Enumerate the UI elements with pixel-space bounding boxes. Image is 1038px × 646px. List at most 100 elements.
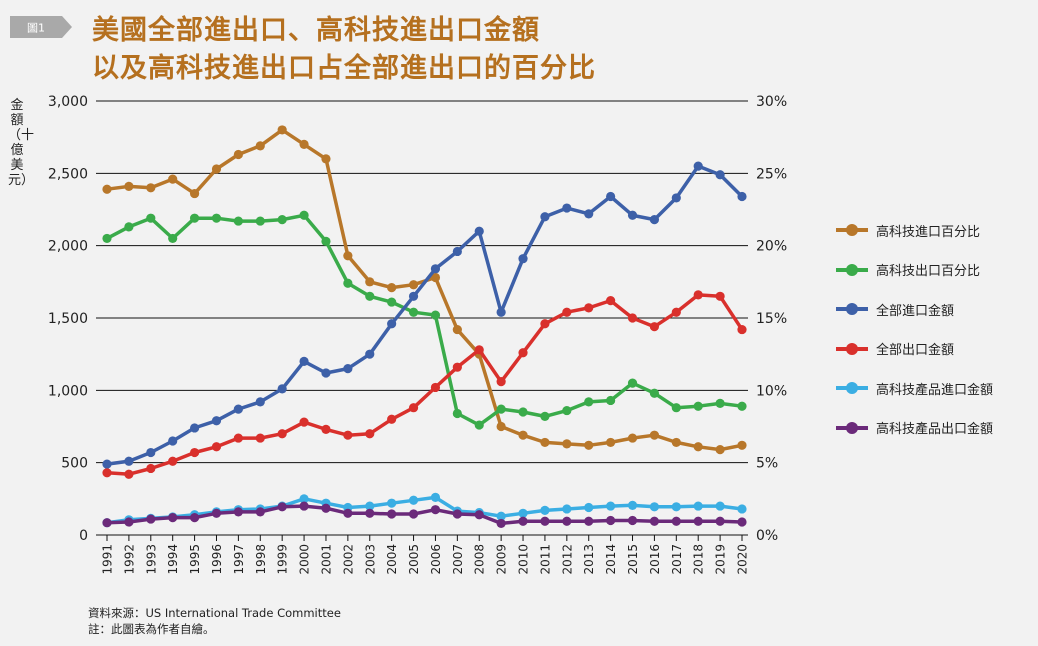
data-point-2 — [496, 307, 506, 317]
x-tick-label: 1996 — [210, 544, 224, 575]
data-point-5 — [715, 516, 725, 526]
footer: 資料來源：US International Trade Committee 註：… — [88, 605, 341, 637]
data-point-0 — [627, 433, 638, 443]
x-tick-label: 2000 — [298, 544, 312, 575]
legend-label: 全部進口金額 — [876, 303, 955, 319]
y-right-tick-label: 10% — [756, 383, 787, 399]
x-tick-label: 1994 — [166, 544, 180, 575]
data-point-3 — [518, 348, 528, 358]
x-tick-label: 2006 — [429, 544, 443, 575]
data-point-2 — [233, 404, 243, 414]
data-point-5 — [562, 516, 572, 526]
legend-swatch — [836, 378, 868, 398]
data-point-1 — [321, 236, 331, 246]
data-point-0 — [430, 272, 441, 283]
data-point-5 — [365, 508, 375, 518]
chart-title-line-2: 以及高科技進出口占全部進出口的百分比 — [92, 53, 596, 84]
data-point-1 — [146, 213, 156, 223]
data-point-4 — [627, 500, 638, 510]
x-tick-label: 1993 — [144, 544, 158, 575]
data-point-0 — [387, 283, 397, 293]
data-point-1 — [255, 216, 265, 226]
data-point-5 — [430, 505, 441, 515]
data-point-5 — [102, 518, 112, 528]
data-point-3 — [211, 442, 222, 452]
data-point-3 — [474, 345, 484, 355]
x-tick-label: 2017 — [670, 544, 684, 575]
data-point-3 — [168, 456, 178, 466]
legend-item: 全部進口金額 — [836, 299, 993, 319]
x-tick-label: 2002 — [341, 544, 355, 575]
x-tick-label: 2003 — [363, 544, 377, 575]
data-point-0 — [671, 437, 681, 448]
data-point-3 — [693, 290, 703, 300]
data-point-2 — [211, 416, 222, 426]
y-right-tick-label: 15% — [756, 311, 787, 327]
data-point-0 — [189, 188, 200, 199]
data-point-5 — [627, 515, 638, 526]
data-point-4 — [299, 494, 309, 504]
x-tick-label: 2019 — [714, 544, 728, 575]
data-point-3 — [189, 447, 200, 458]
x-tick-label: 2010 — [517, 544, 531, 575]
data-point-3 — [562, 307, 572, 317]
data-point-5 — [211, 508, 222, 518]
data-point-5 — [649, 516, 660, 526]
legend-swatch — [836, 339, 868, 359]
data-point-3 — [277, 429, 287, 439]
x-tick-label: 2011 — [538, 544, 552, 575]
data-point-2 — [146, 447, 156, 458]
y-left-tick-label: 2,000 — [48, 239, 88, 255]
legend-label: 高科技產品進口金額 — [876, 382, 994, 398]
data-point-4 — [737, 504, 747, 514]
data-point-0 — [408, 280, 419, 290]
data-point-4 — [584, 502, 594, 513]
legend-swatch — [836, 418, 868, 438]
y-right-tick-label: 30% — [756, 94, 787, 110]
data-point-0 — [518, 430, 528, 440]
data-point-2 — [277, 384, 287, 394]
x-tick-label: 2013 — [582, 544, 596, 575]
data-point-5 — [606, 515, 616, 526]
y-left-tick-label: 3,000 — [48, 94, 88, 110]
data-point-1 — [343, 278, 353, 288]
data-point-3 — [255, 433, 265, 443]
data-point-1 — [496, 404, 506, 414]
figure-badge-label: 圖1 — [27, 22, 45, 35]
data-point-5 — [255, 507, 265, 517]
x-tick-label: 2001 — [319, 544, 333, 575]
data-point-0 — [321, 154, 331, 164]
data-point-2 — [255, 397, 265, 407]
data-point-2 — [474, 226, 484, 236]
series-line-0 — [106, 128, 743, 452]
data-point-4 — [671, 502, 681, 512]
y-right-tick-label: 5% — [756, 456, 778, 472]
data-point-2 — [343, 364, 353, 374]
data-point-0 — [737, 440, 747, 450]
data-point-4 — [518, 508, 528, 518]
x-tick-label: 2012 — [560, 544, 574, 575]
data-point-2 — [387, 319, 397, 329]
data-point-5 — [321, 503, 331, 513]
data-point-1 — [474, 420, 484, 430]
data-point-0 — [562, 439, 572, 449]
y-left-tick-label: 2,500 — [48, 166, 88, 182]
data-point-0 — [211, 164, 222, 174]
data-point-3 — [124, 469, 134, 479]
data-point-2 — [627, 210, 638, 220]
data-point-5 — [518, 516, 528, 526]
data-point-4 — [562, 504, 572, 514]
legend-item: 高科技產品進口金額 — [836, 378, 993, 398]
data-point-5 — [584, 516, 594, 526]
data-point-0 — [233, 149, 243, 160]
x-tick-label: 2004 — [385, 544, 399, 575]
data-point-3 — [102, 468, 112, 478]
data-point-2 — [606, 191, 616, 202]
data-point-4 — [606, 501, 616, 511]
data-point-4 — [408, 495, 419, 505]
data-point-0 — [606, 437, 616, 448]
data-point-2 — [299, 356, 309, 366]
data-point-0 — [496, 421, 506, 432]
data-point-4 — [715, 501, 725, 511]
data-point-2 — [693, 161, 703, 171]
